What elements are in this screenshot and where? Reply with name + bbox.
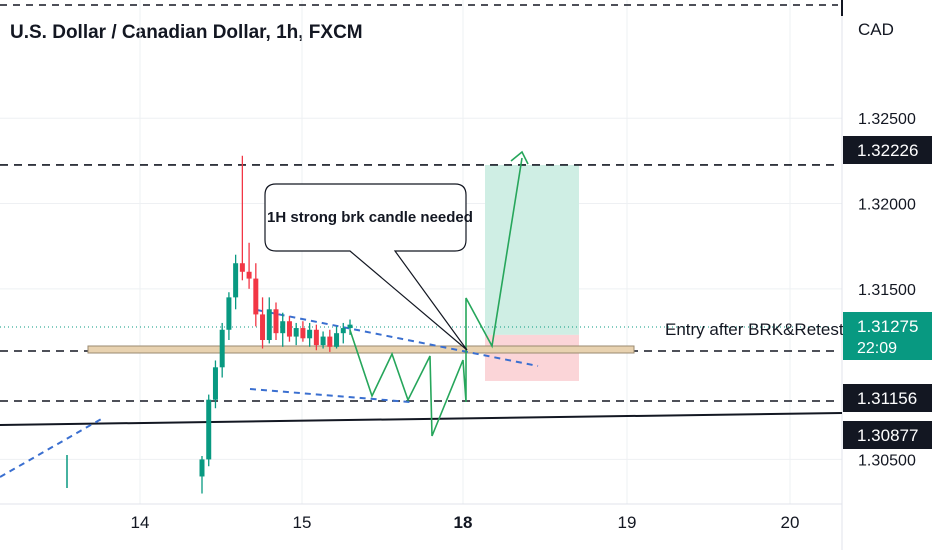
price-tick-label: 1.32000 — [858, 197, 916, 214]
price-badge-label: 1.32226 — [857, 141, 918, 160]
price-badge — [843, 136, 932, 164]
price-badge — [843, 312, 932, 360]
candle-body[interactable] — [340, 328, 346, 334]
candle-body[interactable] — [253, 278, 259, 315]
blue-trendline-left[interactable] — [0, 417, 104, 478]
price-badge — [843, 421, 932, 449]
candle-body[interactable] — [233, 263, 239, 298]
target-zone[interactable] — [485, 164, 579, 335]
candle-body[interactable] — [206, 399, 212, 460]
candle-body[interactable] — [293, 328, 299, 337]
candle-body[interactable] — [347, 324, 353, 329]
candle-body[interactable] — [246, 271, 252, 279]
candle-body[interactable] — [327, 336, 333, 347]
time-tick-label: 18 — [454, 513, 473, 532]
chart-title: U.S. Dollar / Canadian Dollar, 1h, FXCM — [10, 22, 363, 43]
currency-label: CAD — [858, 20, 894, 39]
candle-body[interactable] — [280, 321, 286, 334]
candle-body[interactable] — [286, 321, 292, 337]
callout-bubble[interactable] — [264, 183, 468, 351]
support-trendline[interactable] — [0, 412, 843, 426]
callout-text: 1H strong brk candle needed — [267, 209, 473, 226]
candle-body[interactable] — [313, 329, 319, 346]
blue-trendline-lower[interactable] — [249, 388, 411, 403]
price-badge-label: 1.31275 — [857, 317, 918, 336]
candle-body[interactable] — [300, 328, 306, 339]
candle-body[interactable] — [260, 314, 266, 340]
candle-body[interactable] — [320, 336, 326, 346]
candle-body[interactable] — [239, 263, 245, 272]
blue-trendline-upper[interactable] — [256, 309, 539, 367]
price-tick-label: 1.30500 — [858, 452, 916, 469]
projection-arrowhead — [510, 150, 529, 165]
candle-body[interactable] — [219, 329, 225, 368]
price-badge-label: 1.30877 — [857, 426, 918, 445]
price-badge — [843, 384, 932, 412]
projection-path[interactable] — [349, 157, 523, 437]
candle-body[interactable] — [334, 333, 340, 347]
price-badge-label: 1.31156 — [857, 389, 917, 408]
price-tick-label: 1.32500 — [858, 111, 916, 128]
entry-label: Entry after BRK&Retest — [665, 320, 844, 339]
candle-body[interactable] — [273, 309, 279, 334]
time-tick-label: 14 — [131, 513, 150, 532]
candle-body[interactable] — [266, 309, 272, 340]
candle-body[interactable] — [212, 367, 218, 400]
candle-body[interactable] — [307, 329, 313, 339]
price-tick-label: 1.31500 — [858, 282, 916, 299]
candle-body[interactable] — [199, 459, 205, 477]
time-tick-label: 20 — [781, 513, 800, 532]
time-tick-label: 15 — [293, 513, 312, 532]
entry-zone[interactable] — [87, 345, 635, 354]
price-countdown-label: 22:09 — [857, 340, 897, 357]
candle-body[interactable] — [226, 297, 232, 330]
time-tick-label: 19 — [618, 513, 637, 532]
stop-zone[interactable] — [485, 334, 579, 381]
